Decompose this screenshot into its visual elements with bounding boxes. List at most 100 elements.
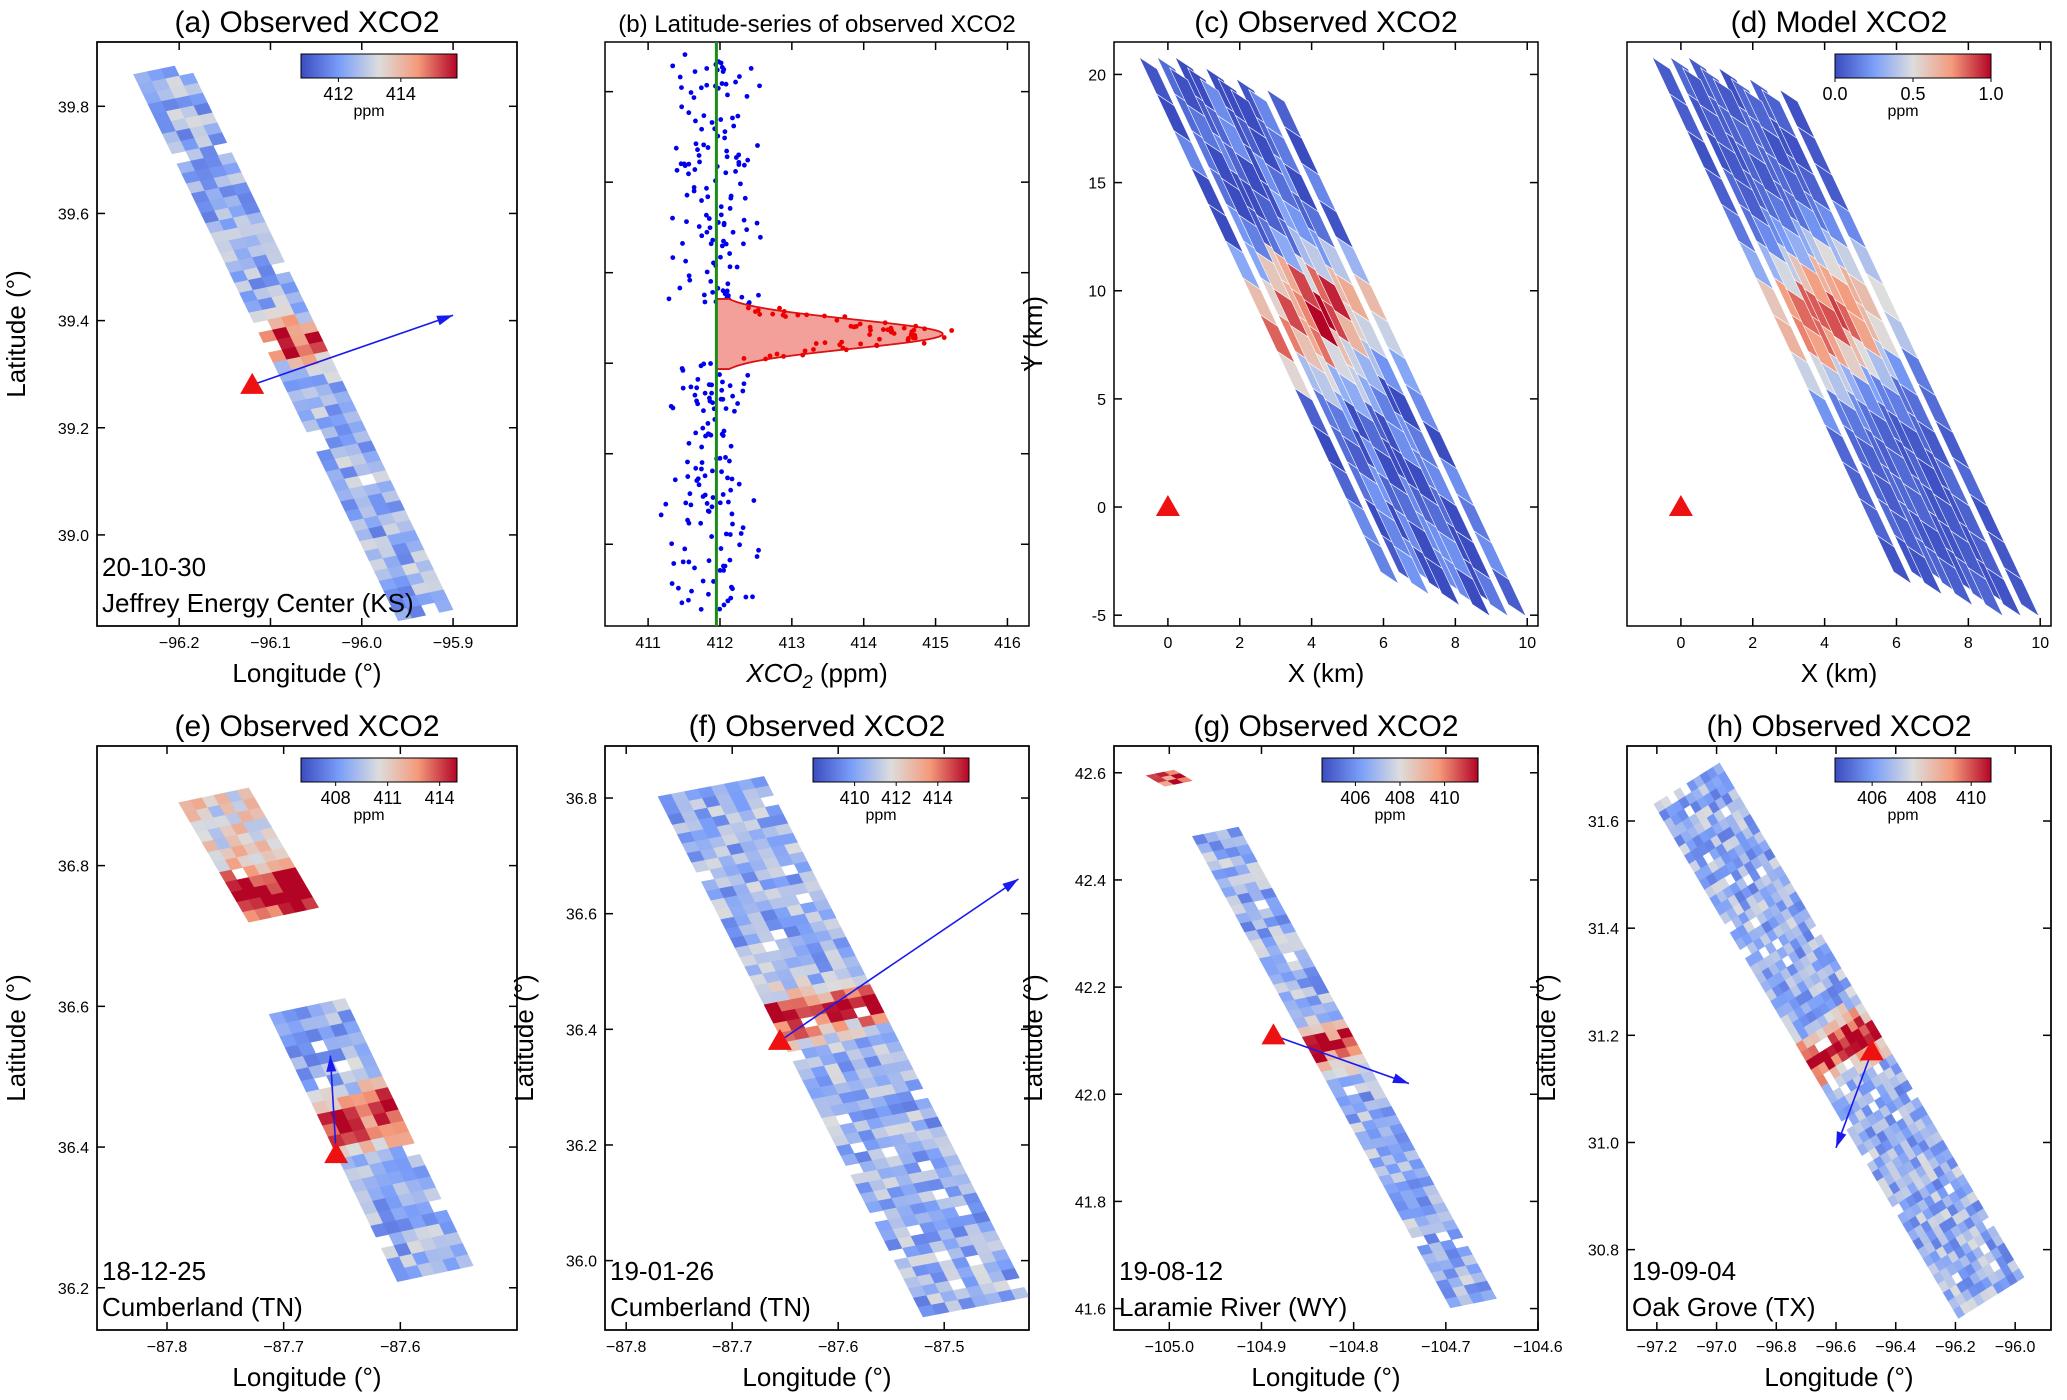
x-tick-label: −104.8: [1329, 1339, 1378, 1356]
scatter-point: [719, 387, 725, 393]
colorbar-unit: ppm: [353, 807, 384, 824]
scatter-point: [683, 500, 689, 506]
scatter-point: [685, 459, 690, 465]
x-tick-label: −87.6: [818, 1339, 859, 1356]
scatter-point: [867, 324, 873, 330]
x-tick-label: 4: [1820, 635, 1829, 652]
x-tick-label: 0: [1163, 635, 1172, 652]
scatter-point: [717, 606, 723, 612]
x-tick-label: −96.0: [342, 635, 383, 652]
scatter-point: [700, 425, 706, 431]
scatter-point: [707, 225, 713, 231]
scatter-point: [680, 559, 686, 565]
scatter-point: [695, 476, 701, 482]
scatter-point: [730, 393, 736, 399]
scatter-point: [736, 481, 742, 487]
scatter-point: [770, 311, 776, 317]
scatter-point: [757, 311, 763, 317]
x-axis-label: X (km): [1288, 658, 1365, 688]
scatter-point: [741, 217, 747, 223]
scatter-point: [683, 258, 689, 264]
scatter-point: [704, 501, 710, 506]
scatter-point: [723, 531, 729, 537]
scatter-point: [730, 586, 735, 592]
scatter-point: [699, 444, 705, 450]
scatter-point: [744, 93, 750, 99]
pixel-cell: [1454, 566, 1491, 618]
scatter-point: [719, 243, 725, 249]
scatter-point: [705, 145, 711, 150]
scatter-point: [725, 598, 731, 604]
scatter-point: [781, 353, 786, 359]
scatter-point: [686, 440, 692, 446]
scatter-point: [718, 546, 724, 551]
wind-arrow: [779, 878, 1019, 1042]
scatter-point: [728, 443, 734, 449]
y-tick-label: 42.2: [1075, 980, 1106, 997]
x-tick-label: 8: [1451, 635, 1460, 652]
y-axis-label: Latitude (°): [1531, 974, 1561, 1101]
source-marker: [240, 372, 265, 394]
scatter-point: [692, 565, 697, 571]
scatter-point: [688, 90, 694, 95]
scatter-point: [740, 525, 746, 531]
scatter-point: [710, 495, 716, 500]
scatter-point: [674, 167, 680, 173]
scatter-point: [867, 332, 873, 337]
scatter-point: [688, 384, 694, 390]
scatter-point: [754, 220, 760, 226]
y-tick-label: 5: [1097, 392, 1106, 409]
y-tick-label: 36.6: [566, 907, 597, 924]
scatter-point: [697, 159, 702, 165]
scatter-point: [675, 585, 681, 591]
pixel-cell: [755, 785, 775, 799]
scatter-point: [709, 390, 714, 396]
x-tick-label: 6: [1379, 635, 1388, 652]
x-tick-label: −96.4: [1875, 1339, 1916, 1356]
x-axis-label: Longitude (°): [1764, 1362, 1913, 1392]
colorbar-tick-label: 412: [323, 84, 353, 104]
scatter-point: [705, 421, 711, 426]
scatter-point: [698, 606, 704, 612]
panel-h-border: [1626, 745, 2052, 1331]
scatter-point: [756, 547, 761, 553]
pixel-cell: [1906, 545, 1943, 596]
scatter-point: [719, 81, 725, 86]
pixel-cell: [1010, 1287, 1029, 1300]
scatter-point: [699, 198, 704, 203]
wind-arrow-head: [326, 1055, 337, 1072]
colorbar-tick-label: 411: [373, 788, 402, 808]
x-tick-label: 414: [850, 635, 877, 652]
scatter-point: [721, 428, 727, 434]
scatter-point: [708, 432, 714, 438]
scatter-point: [745, 305, 751, 311]
scatter-point: [726, 499, 731, 505]
x-tick-label: −104.6: [1513, 1339, 1562, 1356]
scatter-point: [679, 600, 685, 606]
pixel-cell: [300, 897, 320, 911]
scatter-point: [781, 309, 787, 314]
scatter-point: [733, 79, 738, 85]
scatter-point: [731, 123, 737, 129]
pixel-cell: [1393, 545, 1430, 596]
scatter-point: [702, 299, 708, 305]
annotation-date: 20-10-30: [102, 552, 206, 582]
scatter-point: [701, 113, 707, 119]
scatter-point: [704, 229, 710, 235]
scatter-point: [691, 95, 697, 101]
scatter-point: [880, 327, 886, 332]
scatter-point: [735, 113, 741, 119]
y-tick-label: 36.2: [566, 1138, 597, 1155]
scatter-point: [686, 110, 692, 116]
annotation-date: 19-08-12: [1119, 1256, 1223, 1286]
scatter-point: [729, 511, 735, 517]
colorbar-unit: ppm: [353, 103, 384, 120]
x-tick-label: 2: [1235, 635, 1244, 652]
scatter-point: [687, 491, 693, 497]
y-axis-label: Latitude (°): [1018, 974, 1048, 1101]
y-tick-label: 30.8: [1588, 1243, 1619, 1260]
scatter-point: [905, 337, 911, 343]
x-tick-label: 2: [1748, 635, 1757, 652]
scatter-point: [685, 474, 691, 479]
